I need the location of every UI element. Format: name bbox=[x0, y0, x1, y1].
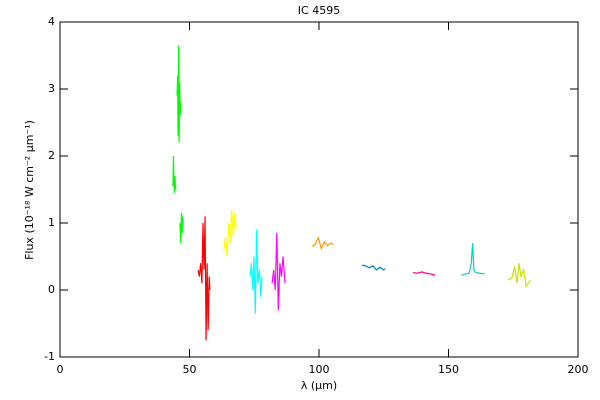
y-tick-label: 0 bbox=[48, 283, 55, 296]
plot-frame bbox=[59, 21, 579, 358]
spectrum-line bbox=[507, 263, 531, 289]
spectrum-line bbox=[461, 243, 485, 276]
spectrum-line bbox=[176, 45, 182, 143]
spectrum-line bbox=[249, 229, 263, 314]
spectrum-line bbox=[271, 233, 286, 311]
x-tick-label: 0 bbox=[57, 363, 64, 376]
x-axis-label: λ (μm) bbox=[301, 379, 337, 392]
y-tick-label: -1 bbox=[44, 350, 55, 363]
spectrum-line bbox=[311, 236, 334, 251]
y-tick-label: 4 bbox=[48, 15, 55, 28]
x-tick-label: 150 bbox=[438, 363, 459, 376]
spectrum-line bbox=[172, 155, 177, 193]
x-tick-label: 50 bbox=[183, 363, 197, 376]
x-tick-label: 100 bbox=[309, 363, 330, 376]
y-tick-label: 2 bbox=[48, 149, 55, 162]
spectrum-line bbox=[197, 216, 211, 341]
chart-title: IC 4595 bbox=[298, 4, 340, 17]
spectrum-line bbox=[361, 264, 386, 271]
y-tick-label: 3 bbox=[48, 82, 55, 95]
spectrum-line bbox=[223, 209, 237, 257]
spectrum-line bbox=[412, 271, 436, 276]
x-tick-label: 200 bbox=[568, 363, 589, 376]
y-axis-label: Flux (10⁻¹⁸ W cm⁻² μm⁻¹) bbox=[23, 120, 36, 260]
spectrum-line bbox=[179, 212, 184, 244]
y-tick-label: 1 bbox=[48, 216, 55, 229]
